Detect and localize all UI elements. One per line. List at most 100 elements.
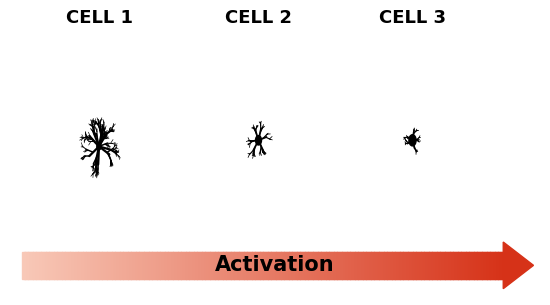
Bar <box>35 252 37 279</box>
Bar <box>215 252 218 279</box>
Bar <box>425 252 427 279</box>
Bar <box>54 252 57 279</box>
Bar <box>246 252 249 279</box>
Ellipse shape <box>409 135 416 146</box>
Bar <box>173 252 176 279</box>
Bar <box>278 252 280 279</box>
Bar <box>25 252 28 279</box>
Bar <box>178 252 181 279</box>
Bar <box>50 252 52 279</box>
Bar <box>331 252 334 279</box>
Bar <box>251 252 253 279</box>
Bar <box>207 252 210 279</box>
Bar <box>233 252 235 279</box>
Bar <box>410 252 412 279</box>
Bar <box>53 252 55 279</box>
Bar <box>463 252 466 279</box>
Bar <box>258 252 261 279</box>
Bar <box>429 252 432 279</box>
Bar <box>30 252 32 279</box>
Bar <box>405 252 408 279</box>
Bar <box>497 252 499 279</box>
Bar <box>476 252 478 279</box>
Bar <box>262 252 265 279</box>
Bar <box>276 252 279 279</box>
Bar <box>191 252 194 279</box>
Bar <box>126 252 129 279</box>
Bar <box>260 252 263 279</box>
Text: CELL 2: CELL 2 <box>225 9 292 27</box>
Bar <box>310 252 313 279</box>
Bar <box>297 252 300 279</box>
Bar <box>70 252 73 279</box>
Bar <box>447 252 449 279</box>
Bar <box>230 252 232 279</box>
Bar <box>234 252 237 279</box>
Bar <box>161 252 163 279</box>
Bar <box>243 252 245 279</box>
Bar <box>183 252 185 279</box>
Bar <box>436 252 438 279</box>
Bar <box>291 252 293 279</box>
Bar <box>420 252 422 279</box>
Bar <box>274 252 277 279</box>
Bar <box>349 252 351 279</box>
Bar <box>350 252 353 279</box>
Bar <box>107 252 110 279</box>
Bar <box>112 252 115 279</box>
Bar <box>218 252 221 279</box>
Bar <box>395 252 398 279</box>
Ellipse shape <box>256 136 261 145</box>
Bar <box>131 252 134 279</box>
Bar <box>267 252 270 279</box>
Bar <box>286 252 289 279</box>
Text: CELL 1: CELL 1 <box>65 9 133 27</box>
Bar <box>144 252 147 279</box>
Bar <box>86 252 89 279</box>
Bar <box>182 252 184 279</box>
Bar <box>336 252 338 279</box>
Bar <box>437 252 440 279</box>
Bar <box>354 252 356 279</box>
Bar <box>289 252 292 279</box>
Bar <box>46 252 49 279</box>
Bar <box>168 252 171 279</box>
Bar <box>217 252 219 279</box>
Bar <box>167 252 169 279</box>
Bar <box>458 252 461 279</box>
Bar <box>489 252 491 279</box>
Bar <box>279 252 282 279</box>
Bar <box>90 252 92 279</box>
Bar <box>51 252 53 279</box>
Bar <box>344 252 346 279</box>
Bar <box>340 252 343 279</box>
Bar <box>359 252 361 279</box>
Bar <box>64 252 67 279</box>
Bar <box>248 252 250 279</box>
Bar <box>503 252 506 279</box>
Bar <box>263 252 266 279</box>
Bar <box>472 252 475 279</box>
Bar <box>378 252 380 279</box>
Bar <box>225 252 227 279</box>
Bar <box>59 252 62 279</box>
Bar <box>220 252 223 279</box>
Bar <box>80 252 82 279</box>
Bar <box>78 252 81 279</box>
Bar <box>371 252 374 279</box>
Bar <box>400 252 403 279</box>
Bar <box>334 252 337 279</box>
Bar <box>104 252 107 279</box>
Bar <box>305 252 308 279</box>
Bar <box>373 252 376 279</box>
Bar <box>441 252 443 279</box>
Bar <box>434 252 437 279</box>
Bar <box>109 252 112 279</box>
Bar <box>33 252 36 279</box>
Bar <box>130 252 133 279</box>
Bar <box>85 252 87 279</box>
Bar <box>188 252 190 279</box>
Bar <box>299 252 301 279</box>
Bar <box>468 252 470 279</box>
Bar <box>460 252 463 279</box>
